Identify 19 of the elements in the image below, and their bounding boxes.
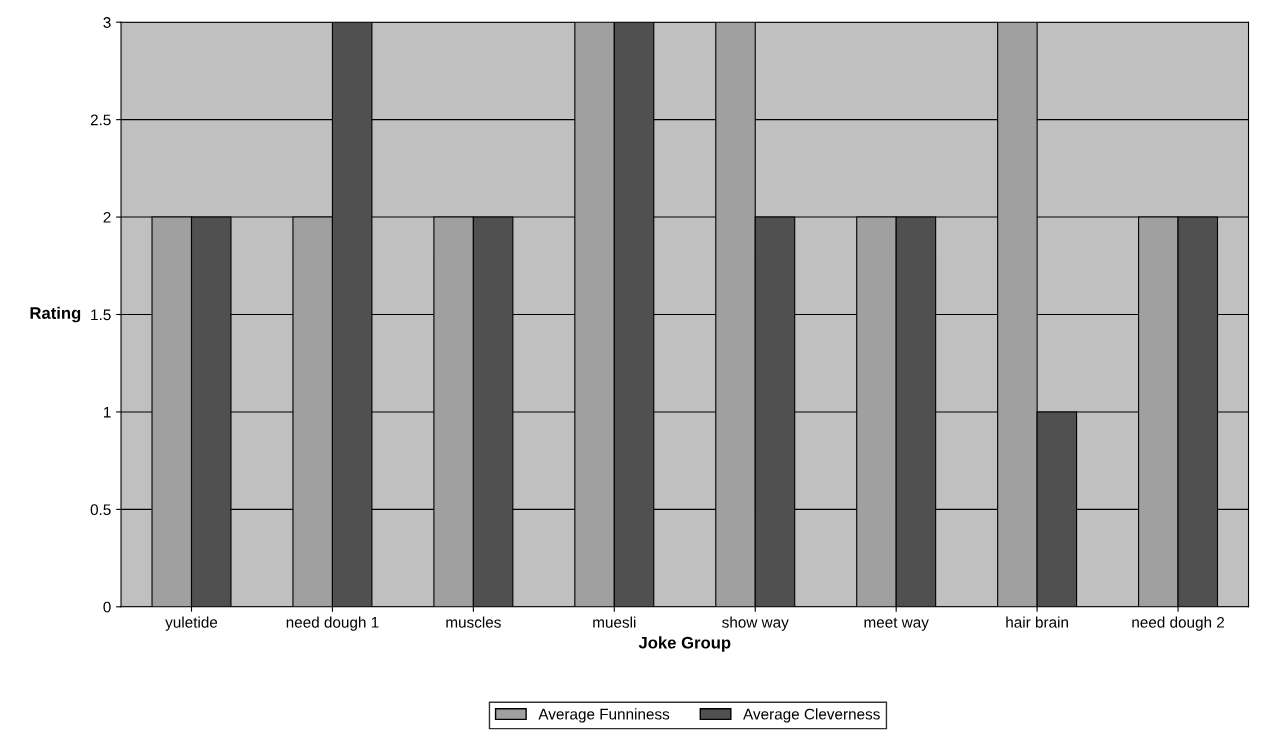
y-tick-label: 0.5	[90, 504, 111, 516]
x-axis-title: Joke Group	[638, 636, 731, 652]
y-axis-title: Rating	[30, 306, 81, 323]
y-tick-label: 0	[103, 601, 111, 613]
y-tick-label: 2.5	[90, 114, 111, 126]
x-tick-label: muesli	[593, 616, 636, 628]
x-tick-label: need dough 1	[286, 616, 379, 631]
x-tick-label: show way	[722, 616, 789, 631]
y-tick-label: 3	[103, 17, 111, 28]
legend-label: Average Cleverness	[743, 708, 880, 723]
x-tick-label: yuletide	[165, 616, 218, 631]
x-tick-label: muscles	[446, 616, 501, 628]
x-tick-label: need dough 2	[1132, 616, 1225, 631]
y-tick-label: 2	[103, 211, 111, 223]
legend-label: Average Funniness	[538, 708, 670, 723]
x-tick-label: hair brain	[1006, 616, 1068, 628]
x-tick-label: meet way	[864, 617, 929, 631]
y-tick-label: 1	[103, 406, 111, 418]
y-tick-label: 1.5	[91, 309, 111, 321]
